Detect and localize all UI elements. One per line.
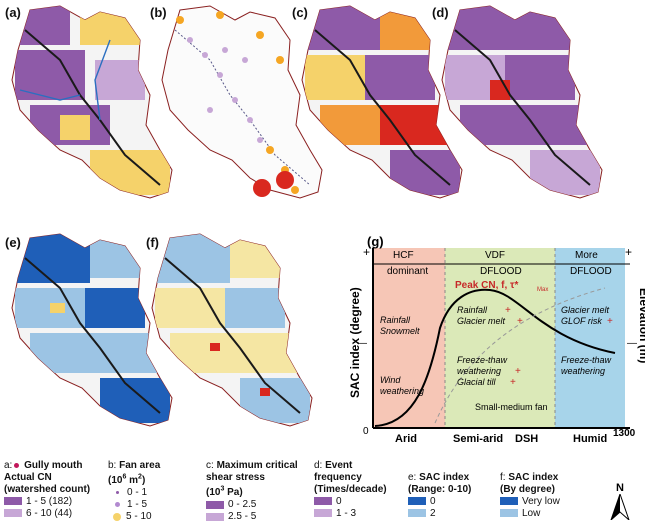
legend-a: a: Gully mouth Actual CN (watershed coun… (4, 460, 91, 519)
label-b: (b) (150, 5, 167, 20)
mid-plus2: + (517, 316, 523, 327)
label-e: (e) (5, 235, 21, 250)
label-a: (a) (5, 5, 21, 20)
peak-label: Peak CN, f, τ* (455, 280, 518, 291)
legend-d: d: Event frequency (Times/decade) 0 1 - … (314, 460, 387, 519)
g-label: (g) (367, 234, 384, 249)
right-glof: GLOF risk (561, 316, 602, 326)
right-weath: weathering (561, 366, 605, 376)
zone2-bot: DFLOOD (480, 266, 522, 277)
label-d: (d) (432, 5, 449, 20)
zone2-top: VDF (485, 250, 505, 261)
legend-f: f: SAC index (By degree) Very low Low (500, 472, 560, 519)
right-glacier: Glacier melt (561, 305, 610, 315)
legend-c: c: Maximum critical shear stress (103 Pa… (206, 460, 298, 523)
left-rain: Rainfall (380, 315, 411, 325)
right-freeze: Freeze-thaw (561, 355, 612, 365)
mid-plus4: + (510, 377, 516, 388)
label-f: (f) (146, 235, 159, 250)
label-c: (c) (292, 5, 308, 20)
map-panels (11, 5, 603, 427)
zone3-bot: DFLOOD (570, 266, 612, 277)
map-c (301, 5, 463, 199)
minus-right: — (627, 338, 637, 349)
mid-plus3: + (515, 366, 521, 377)
north-label: N (616, 482, 624, 494)
xcat-dsh: DSH (515, 433, 538, 445)
mid-till: Glacial till (457, 377, 497, 387)
zone1-bot: dominant (387, 266, 428, 277)
map-b (161, 5, 323, 199)
xcat-semi: Semi-arid (453, 433, 503, 445)
map-f (151, 233, 313, 427)
mid-rain: Rainfall (457, 305, 488, 315)
plus-left: + (363, 245, 370, 259)
map-d (441, 5, 603, 199)
map-a (11, 5, 173, 199)
zone3-top: More (575, 250, 598, 261)
left-weath: weathering (380, 386, 424, 396)
zone1-top: HCF (393, 250, 414, 261)
left-wind: Wind (380, 375, 401, 385)
xcat-arid: Arid (395, 433, 417, 445)
mid-glacier: Glacier melt (457, 316, 506, 326)
yleft-label: SAC index (degree) (348, 287, 362, 398)
peak-sub: Max (537, 287, 548, 293)
panel-g: (g) + + — — 0 1300 SAC index (degree) El… (348, 234, 645, 445)
mid-weath: weathering (457, 366, 501, 376)
xcat-humid: Humid (573, 433, 607, 445)
north-arrow-icon (609, 492, 631, 522)
legend-b: b: Fan area (106 m2) 0 - 1 1 - 5 5 - 10 (108, 460, 161, 523)
fan-label: Small-medium fan (475, 402, 548, 412)
zero-label: 0 (363, 426, 369, 437)
mid-plus1: + (505, 305, 511, 316)
elev-top: 1300 (613, 428, 636, 439)
minus-left: — (357, 338, 367, 349)
right-plus: + (607, 316, 613, 327)
map-e (11, 233, 173, 427)
yright-label: Elevation (m) (637, 288, 645, 363)
legend-e: e: SAC index (Range: 0-10) 0 2 (408, 472, 472, 519)
plus-right: + (625, 245, 632, 259)
north-arrow: N (605, 482, 635, 522)
mid-freeze: Freeze-thaw (457, 355, 508, 365)
left-snow: Snowmelt (380, 326, 420, 336)
